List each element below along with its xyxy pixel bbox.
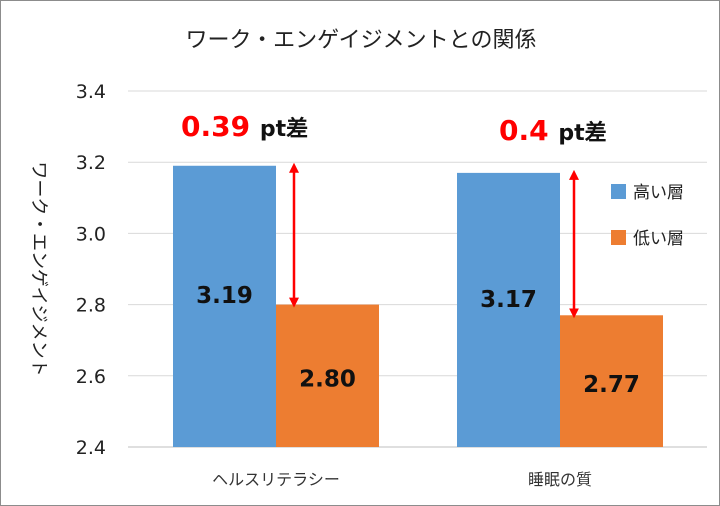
difference-label: 0.39 pt差: [181, 110, 308, 143]
x-category-label: 睡眠の質: [528, 470, 592, 489]
difference-unit: pt差: [260, 116, 308, 142]
y-axis-label: ワーク・エンゲイジメント: [28, 161, 49, 376]
y-tick-label: 2.6: [76, 366, 106, 388]
legend-swatch: [611, 230, 626, 245]
bar-value-label: 3.19: [196, 283, 253, 309]
y-tick-label: 3.4: [76, 81, 106, 103]
difference-annotations: 0.39 pt差 0.4 pt差: [181, 110, 607, 319]
y-tick-label: 3.0: [76, 223, 106, 245]
difference-value: 0.4: [499, 114, 558, 147]
bar-high: [173, 165, 276, 447]
difference-value: 0.39: [181, 110, 260, 143]
bars: 3.19 2.80 3.17 2.77: [173, 165, 663, 447]
y-tick-label: 3.2: [76, 152, 106, 174]
x-category-label: ヘルスリテラシー: [212, 470, 340, 489]
legend-swatch: [611, 184, 626, 199]
difference-unit: pt差: [558, 120, 606, 146]
bar-value-label: 2.80: [299, 367, 356, 393]
chart-title: ワーク・エンゲイジメントとの関係: [186, 28, 537, 53]
y-tick-label: 2.8: [76, 295, 106, 317]
bar-low: [276, 304, 379, 447]
legend-label: 低い層: [633, 229, 684, 249]
y-tick-label: 2.4: [76, 437, 106, 459]
x-axis-labels: ヘルスリテラシー 睡眠の質: [212, 470, 592, 489]
difference-label: 0.4 pt差: [499, 114, 607, 147]
y-axis-ticks: 2.4 2.6 2.8 3.0 3.2 3.4: [76, 81, 106, 459]
legend-label: 高い層: [633, 183, 684, 203]
bar-high: [457, 172, 560, 447]
bar-low: [560, 315, 663, 447]
bar-value-label: 3.17: [480, 287, 537, 313]
bar-value-label: 2.77: [583, 372, 640, 398]
